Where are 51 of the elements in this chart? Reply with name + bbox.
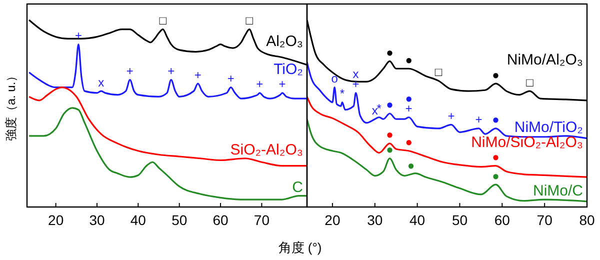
y-axis-title: 強度（a. u.） [4,70,18,142]
annotation: ● [405,52,412,67]
annotation: □ [434,64,443,79]
series-label: Al₂O₃ [266,33,303,50]
annotation: + [126,64,134,78]
annotation: ● [492,112,500,127]
annotation: + [256,77,264,92]
annotation: ● [492,168,500,183]
x-tick-label: 50 [172,212,188,228]
annotation: ● [492,68,500,82]
annotation: ● [386,45,394,60]
annotation: + [227,72,234,86]
annotation: + [194,68,202,82]
annotation: ● [407,158,415,172]
annotation: + [168,64,175,78]
series-label: TiO₂ [274,60,304,78]
annotation: + [278,77,286,92]
x-tick-label: 50 [452,212,468,228]
x-tick-label: 20 [324,212,340,228]
annotation: + [448,108,455,123]
annotation: ● [405,135,412,150]
series-label: SiO₂-Al₂O₃ [230,141,303,158]
x-tick-label: 40 [130,212,146,228]
x-tick-label: 70 [254,212,270,228]
x-tick-label: 40 [410,212,426,228]
annotation: x [372,103,378,118]
annotation: o [331,72,338,86]
annotation: * [340,86,345,100]
series-label: NiMo/Al₂O₃ [506,52,583,69]
annotation: ● [386,142,394,157]
annotation: ● [386,98,394,112]
x-tick-label: 60 [494,212,510,228]
annotation: □ [246,14,254,28]
x-tick-label: 30 [367,212,383,228]
annotation: □ [159,14,168,28]
x-tick-label: 80 [579,212,595,228]
x-tick-label: 30 [89,212,105,228]
x-tick-label: 70 [536,212,553,228]
series-label: NiMo/TiO₂ [514,118,584,136]
annotation: + [475,112,482,127]
x-tick-label: 60 [212,212,229,228]
annotation: □ [526,75,534,90]
series-label: C [292,178,304,196]
series-label: NiMo/C [532,182,584,200]
annotation: ● [386,128,394,142]
annotation: x [98,75,104,90]
x-axis-title: 角度 (°) [278,240,322,255]
x-tick-label: 20 [48,212,64,228]
annotation: ● [492,150,500,164]
annotation: * [376,101,382,116]
series-label: NiMo/SiO₂-Al₂O₃ [471,134,583,151]
